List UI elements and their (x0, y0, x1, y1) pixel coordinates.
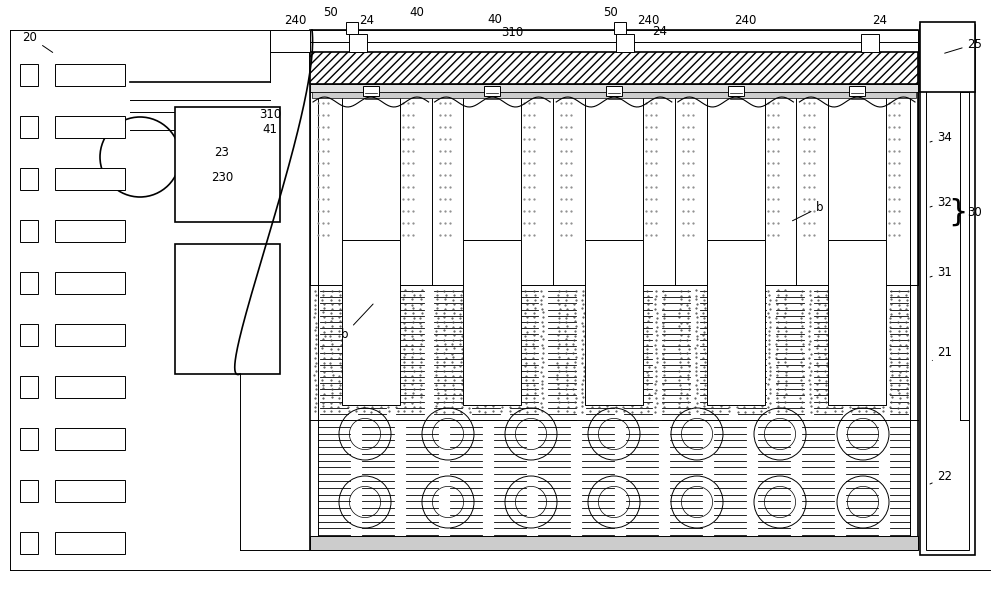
Text: 50: 50 (603, 5, 617, 18)
Bar (920, 25, 975, 555)
Bar (55, 220, 125, 242)
Bar (363, 86, 379, 96)
Bar (463, 97, 521, 240)
Bar (349, 34, 367, 52)
Text: b: b (341, 304, 373, 340)
Bar (585, 97, 643, 240)
Bar (20, 168, 38, 190)
Bar (20, 220, 38, 242)
Bar (55, 376, 125, 398)
Bar (707, 240, 765, 405)
Bar (55, 428, 125, 450)
Text: 30: 30 (968, 205, 982, 218)
Text: 41: 41 (263, 123, 278, 136)
Text: 24: 24 (652, 24, 668, 37)
Bar (342, 240, 400, 405)
Text: 40: 40 (410, 5, 424, 18)
Text: 24: 24 (872, 14, 888, 27)
Bar (20, 532, 38, 554)
Text: 23: 23 (215, 146, 229, 159)
Bar (55, 272, 125, 294)
Bar (926, 30, 969, 550)
Text: 22: 22 (930, 471, 952, 484)
Text: 25: 25 (945, 37, 982, 53)
Bar (346, 22, 358, 34)
Bar (20, 272, 38, 294)
Bar (606, 86, 622, 96)
Bar (849, 86, 865, 96)
Text: b: b (792, 201, 824, 221)
Bar (20, 116, 38, 138)
Bar (310, 84, 918, 92)
Bar (310, 42, 918, 52)
Text: 240: 240 (637, 14, 659, 27)
Bar (20, 64, 38, 86)
Text: 240: 240 (734, 14, 756, 27)
Bar (55, 324, 125, 346)
Bar (614, 22, 626, 34)
Bar (828, 97, 886, 240)
Text: 240: 240 (284, 14, 306, 27)
Bar (310, 536, 918, 550)
Bar (20, 324, 38, 346)
Bar (707, 97, 765, 240)
Bar (828, 240, 886, 405)
Bar (20, 428, 38, 450)
Text: 50: 50 (323, 5, 337, 18)
Bar (310, 30, 918, 550)
Text: 230: 230 (211, 170, 233, 184)
Bar (728, 86, 744, 96)
Bar (20, 480, 38, 502)
Bar (585, 240, 643, 405)
Bar (463, 240, 521, 405)
Bar (484, 86, 500, 96)
Bar (55, 168, 125, 190)
Text: 310: 310 (501, 25, 523, 38)
Bar (310, 30, 918, 42)
Bar (55, 116, 125, 138)
Bar (175, 107, 280, 222)
Bar (270, 30, 310, 52)
Bar (861, 34, 879, 52)
Bar (20, 376, 38, 398)
Bar (920, 22, 975, 92)
Text: 31: 31 (930, 265, 952, 278)
Text: 34: 34 (930, 130, 952, 143)
Bar (175, 244, 280, 374)
Text: 20: 20 (23, 31, 53, 53)
Text: 40: 40 (488, 12, 502, 25)
Bar (55, 64, 125, 86)
Bar (342, 97, 400, 240)
Bar (616, 34, 634, 52)
Bar (312, 92, 916, 98)
Bar (55, 532, 125, 554)
Text: 310: 310 (259, 108, 281, 121)
Bar (55, 480, 125, 502)
Bar (310, 52, 918, 84)
Text: 21: 21 (932, 346, 952, 361)
Text: 24: 24 (360, 14, 375, 27)
Text: }: } (949, 198, 968, 227)
Text: 32: 32 (930, 195, 952, 208)
